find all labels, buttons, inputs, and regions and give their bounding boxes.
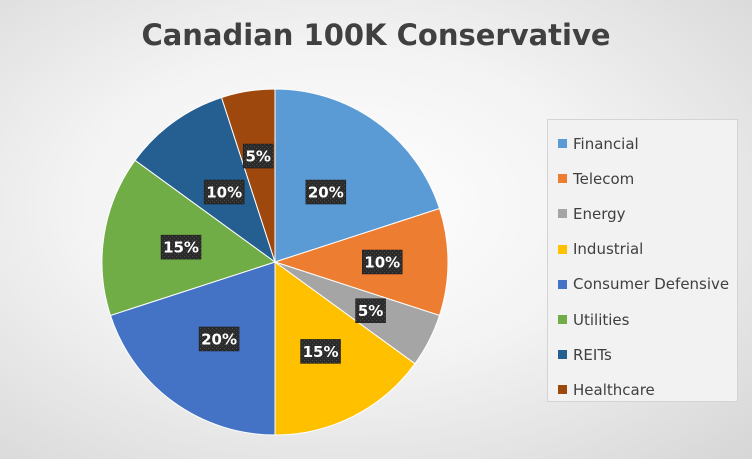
legend-item-financial: Financial: [548, 126, 737, 161]
data-label-text: 15%: [303, 343, 339, 361]
data-label-financial: 20%: [305, 179, 347, 205]
data-label-box: [203, 179, 245, 205]
data-label-text: 15%: [163, 239, 199, 257]
legend-item-industrial: Industrial: [548, 232, 737, 267]
data-label-industrial: 15%: [300, 339, 341, 364]
pie-slice-telecom: [273, 207, 449, 317]
data-label-consumer-defensive: 20%: [198, 326, 240, 352]
data-label-text: 10%: [364, 254, 400, 272]
data-label-healthcare: 5%: [242, 143, 274, 169]
legend-swatch: [558, 139, 567, 149]
data-label-box: [355, 298, 386, 323]
legend-label: Utilities: [573, 310, 630, 329]
data-label-text: 10%: [206, 184, 242, 202]
data-label-telecom: 10%: [362, 249, 403, 275]
chart-title: Canadian 100K Conservative: [141, 18, 611, 52]
legend-item-energy: Energy: [548, 196, 737, 231]
legend-item-consumer-defensive: Consumer Defensive: [548, 267, 737, 302]
legend-label: Energy: [573, 204, 626, 223]
legend-swatch: [558, 385, 567, 395]
data-label-box: [300, 339, 341, 364]
legend-swatch: [558, 350, 567, 360]
legend-item-telecom: Telecom: [548, 161, 737, 196]
data-label-box: [305, 179, 347, 205]
legend-swatch: [558, 279, 567, 289]
legend-label: REITs: [573, 345, 612, 364]
legend-item-reits: REITs: [548, 337, 737, 372]
pie-slice-industrial: [274, 261, 416, 436]
legend-swatch: [558, 315, 567, 325]
legend-label: Financial: [573, 134, 639, 153]
pie-slice-healthcare: [220, 88, 276, 263]
legend-swatch: [558, 174, 567, 184]
data-label-box: [242, 143, 274, 169]
data-label-reits: 10%: [203, 179, 245, 205]
pie-slice-reits: [134, 96, 276, 264]
data-label-energy: 5%: [355, 298, 386, 323]
legend-label: Industrial: [573, 240, 644, 259]
legend-item-utilities: Utilities: [548, 302, 737, 337]
pie-slice-financial: [274, 88, 441, 263]
legend-label: Healthcare: [573, 380, 655, 399]
data-label-box: [362, 249, 403, 275]
legend-item-healthcare: Healthcare: [548, 372, 737, 407]
legend-label: Telecom: [573, 169, 635, 188]
data-label-text: 20%: [201, 330, 237, 348]
data-label-text: 20%: [308, 184, 344, 202]
data-label-utilities: 15%: [160, 234, 202, 260]
pie-slice-consumer-defensive: [109, 261, 276, 436]
data-label-text: 5%: [245, 148, 270, 166]
data-label-text: 5%: [358, 302, 383, 320]
legend-label: Consumer Defensive: [573, 275, 730, 294]
legend-swatch: [558, 244, 567, 254]
legend-swatch: [558, 209, 567, 219]
legend: Financial Telecom Energy Industrial Consumer…: [547, 119, 738, 402]
data-label-box: [198, 326, 240, 352]
data-label-box: [160, 234, 202, 260]
